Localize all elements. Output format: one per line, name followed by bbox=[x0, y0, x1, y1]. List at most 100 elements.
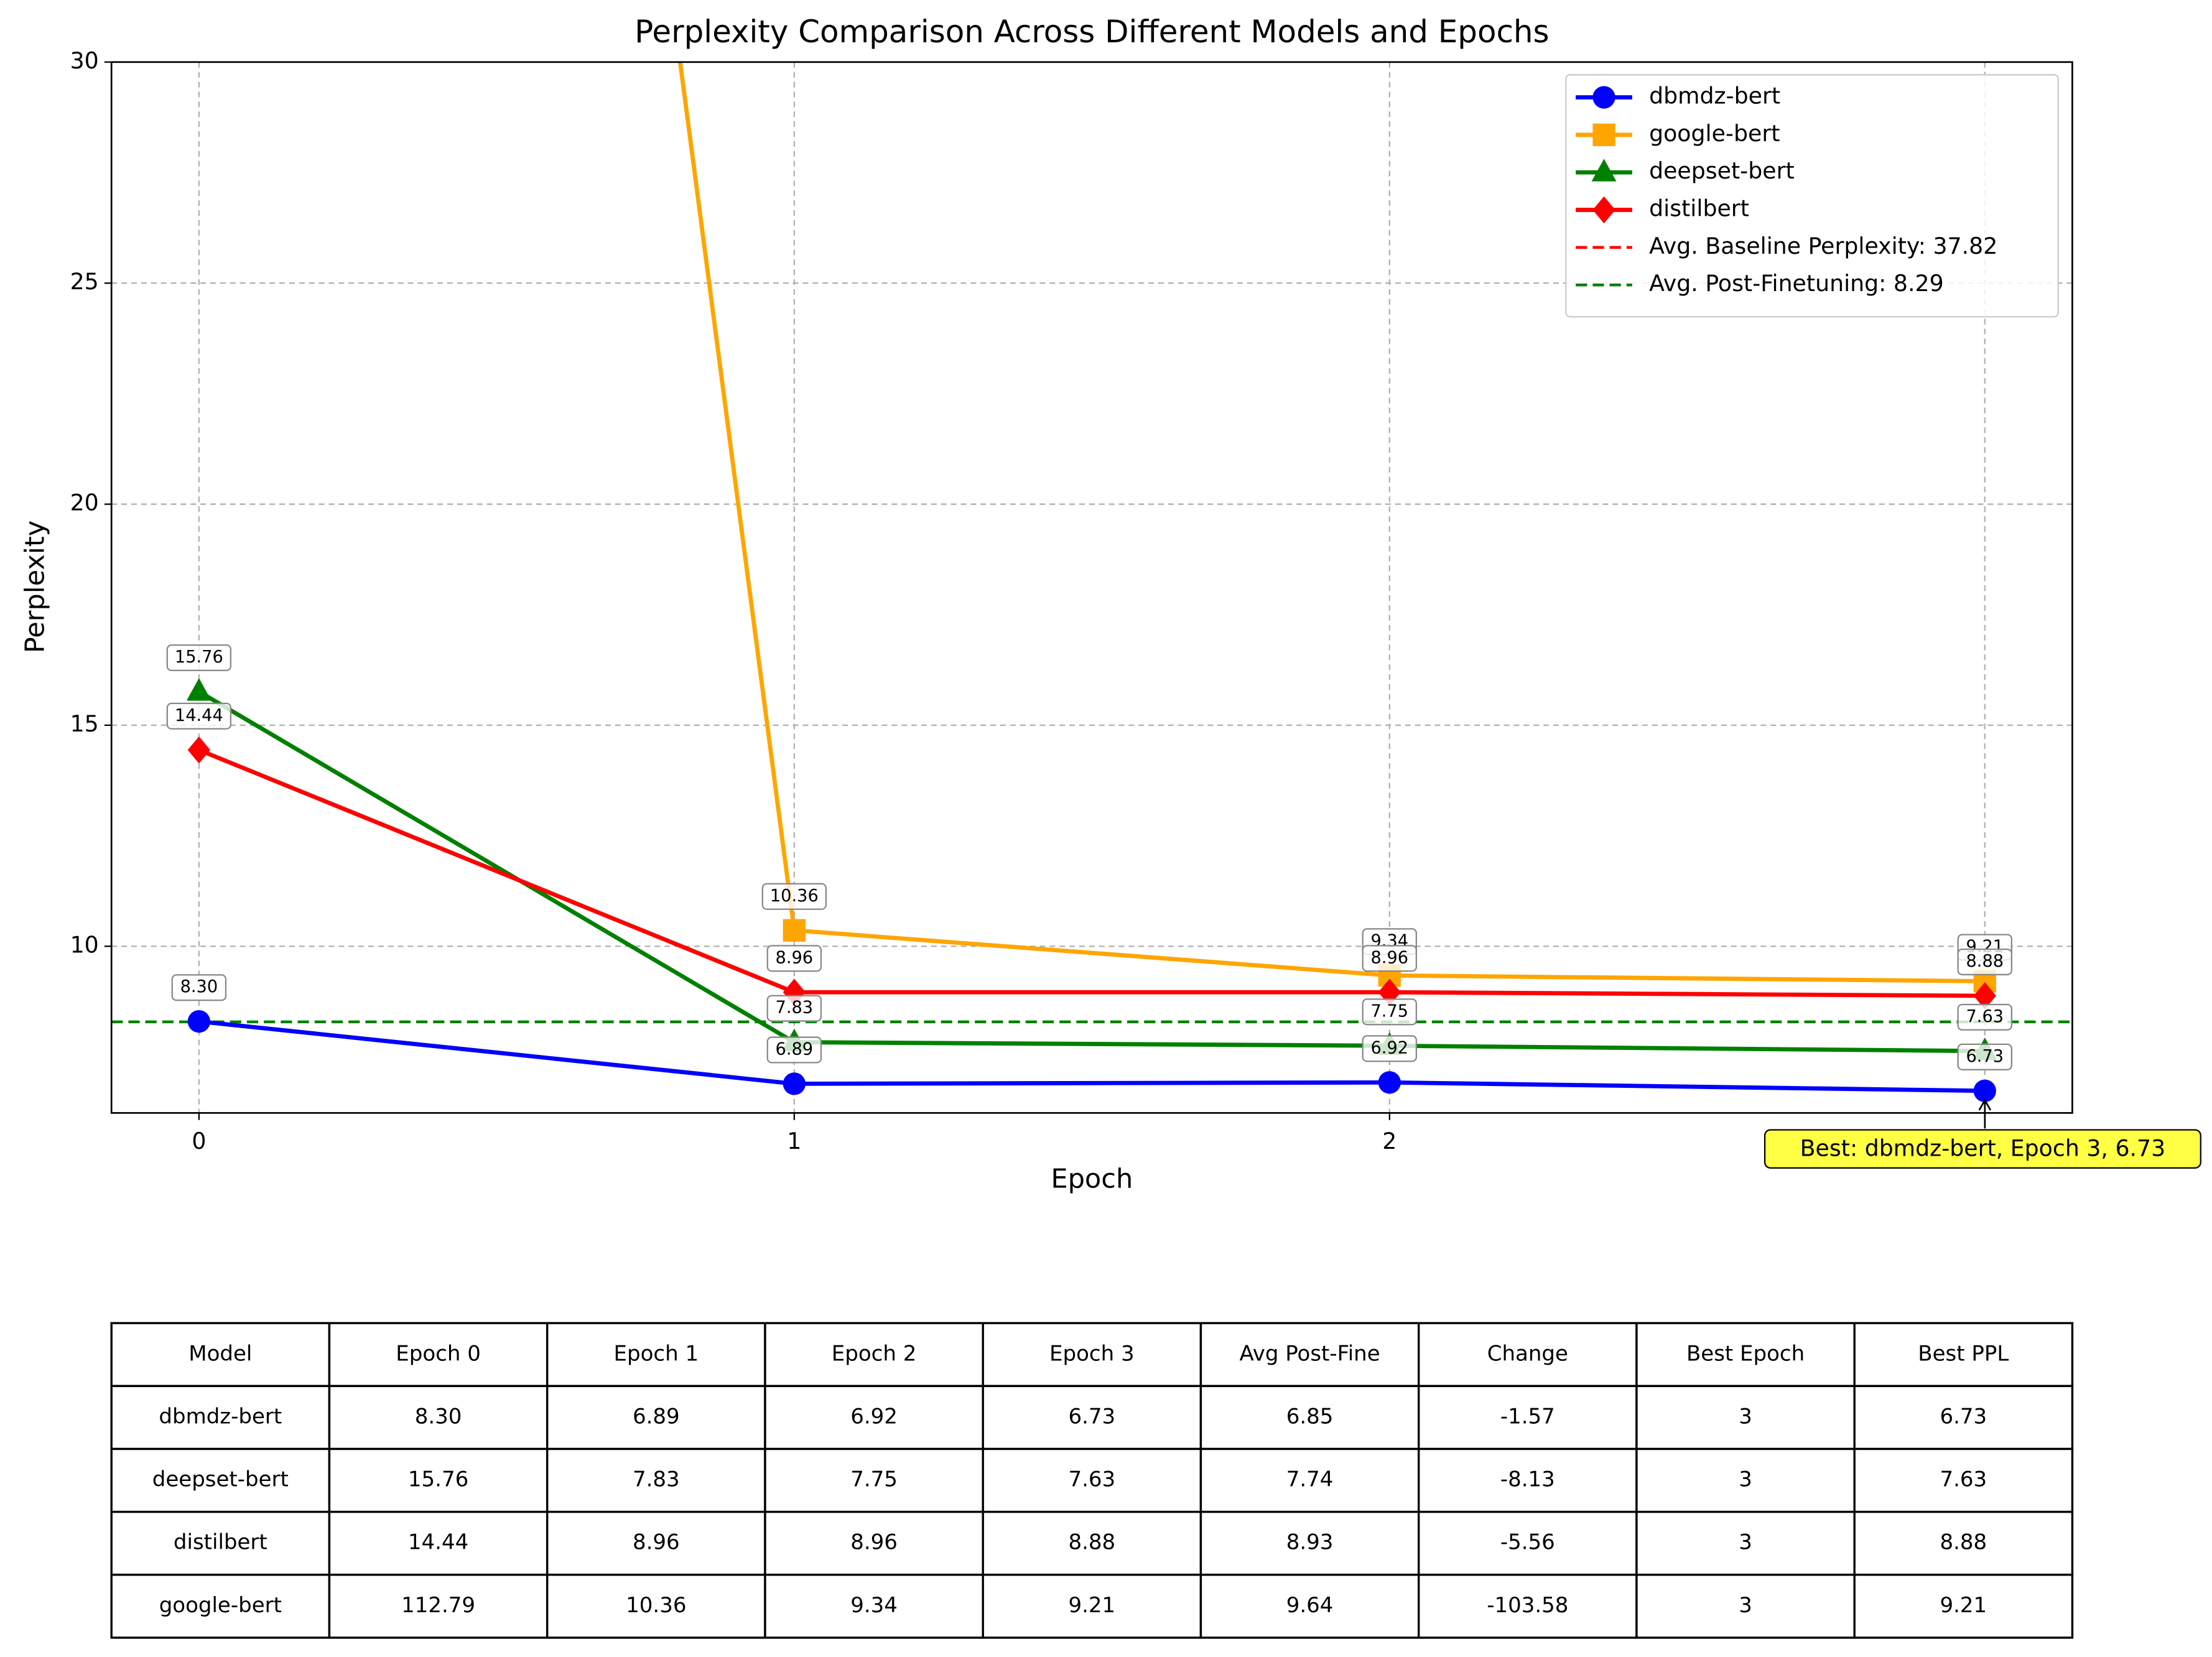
value-label-box bbox=[1362, 998, 1418, 1026]
table-cell-text: 8.88 bbox=[1940, 1530, 1987, 1555]
table-cell-text: 9.21 bbox=[1940, 1593, 1987, 1618]
value-label-box bbox=[1957, 1003, 2012, 1031]
table-cell-text: 6.73 bbox=[1068, 1404, 1115, 1429]
table-cell bbox=[1853, 1322, 2074, 1388]
table-cell-text: 6.85 bbox=[1286, 1404, 1334, 1429]
table-cell-text: 10.36 bbox=[626, 1593, 686, 1618]
table-cell bbox=[110, 1447, 331, 1513]
table-cell-text: 3 bbox=[1739, 1530, 1752, 1555]
marker bbox=[1973, 1079, 1996, 1102]
table-cell-text: distilbert bbox=[174, 1530, 267, 1555]
table-cell bbox=[546, 1385, 766, 1450]
table-cell-text: 112.79 bbox=[401, 1593, 475, 1618]
table-cell bbox=[1417, 1322, 1638, 1388]
table-cell bbox=[1635, 1447, 1856, 1513]
value-label: 14.44 bbox=[175, 706, 223, 725]
table-header-text: Epoch 3 bbox=[1049, 1341, 1135, 1366]
table: Model Epoch 0 Epoch 1 Epoch 2 Epoch 3 Avg Pos… bbox=[110, 1322, 2074, 1639]
table-cell bbox=[328, 1385, 549, 1450]
table-cell-text: 8.88 bbox=[1068, 1530, 1115, 1555]
marker bbox=[1378, 1071, 1401, 1094]
table-cell-text: 6.92 bbox=[850, 1404, 898, 1429]
value-label-box bbox=[766, 1036, 822, 1064]
x-tick-label: 2 bbox=[1382, 1128, 1396, 1154]
value-label-box bbox=[1957, 1043, 2012, 1070]
value-label-box bbox=[761, 883, 827, 910]
table-cell bbox=[328, 1447, 549, 1513]
table-cell bbox=[1199, 1322, 1420, 1388]
series-line bbox=[198, 690, 1985, 1054]
y-tick-label: 25 bbox=[70, 268, 99, 295]
value-label: 7.83 bbox=[776, 998, 814, 1018]
x-tick-label: 1 bbox=[787, 1128, 801, 1154]
value-label-box bbox=[1957, 948, 2012, 976]
value-label: 8.88 bbox=[1966, 952, 2004, 971]
marker bbox=[1973, 982, 1996, 1010]
table-cell-text: 3 bbox=[1739, 1593, 1752, 1618]
legend-box bbox=[1565, 74, 2059, 318]
table-cell-text: -8.13 bbox=[1500, 1467, 1555, 1492]
legend-label: distilbert bbox=[1649, 195, 1749, 221]
x-axis-label: Epoch bbox=[1051, 1164, 1133, 1195]
value-label: 15.76 bbox=[175, 647, 223, 667]
table-cell-text: -5.56 bbox=[1500, 1530, 1555, 1555]
table-header-text: Epoch 0 bbox=[396, 1341, 481, 1366]
annotation-text: Best: dbmdz-bert, Epoch 3, 6.73 bbox=[1800, 1135, 2166, 1161]
annotation: Best: dbmdz-bert, Epoch 3, 6.73 bbox=[1764, 1098, 2201, 1169]
table-cell-text: 9.64 bbox=[1286, 1593, 1334, 1618]
table-cell bbox=[110, 1385, 331, 1450]
table-cell bbox=[764, 1322, 984, 1388]
table-cell bbox=[1417, 1447, 1638, 1513]
table-cell-text: google-bert bbox=[159, 1593, 282, 1618]
value-label-box bbox=[171, 974, 227, 1001]
y-tick-label: 30 bbox=[70, 47, 99, 74]
table-cell bbox=[1199, 1385, 1420, 1450]
table-cell bbox=[328, 1574, 549, 1639]
y-tick-label: 10 bbox=[70, 931, 99, 958]
table-cell-text: 7.83 bbox=[633, 1467, 680, 1492]
legend-label: Avg. Post-Finetuning: 8.29 bbox=[1649, 270, 1944, 297]
table-cell-text: 15.76 bbox=[408, 1467, 468, 1492]
table-cell-text: 14.44 bbox=[408, 1530, 468, 1555]
marker bbox=[783, 919, 806, 942]
legend: dbmdz-bert google-bert deepset-bert distilb… bbox=[1565, 74, 2059, 318]
table-cell-text: 8.96 bbox=[850, 1530, 898, 1555]
table-cell bbox=[1199, 1447, 1420, 1513]
marker bbox=[1592, 196, 1615, 224]
value-label: 6.89 bbox=[776, 1039, 814, 1059]
annotation-box bbox=[1764, 1129, 2201, 1169]
marker bbox=[1592, 86, 1615, 109]
table-cell bbox=[1417, 1385, 1638, 1450]
table-cell-text: 7.63 bbox=[1940, 1467, 1987, 1492]
table-cell-text: 6.73 bbox=[1940, 1404, 1987, 1429]
value-label: 7.75 bbox=[1371, 1001, 1409, 1021]
table-cell-text: 7.74 bbox=[1286, 1467, 1334, 1492]
table-header-text: Epoch 2 bbox=[832, 1341, 917, 1366]
value-label: 8.30 bbox=[180, 977, 218, 996]
table-header-text: Avg Post-Fine bbox=[1239, 1341, 1380, 1366]
table-cell-text: 8.30 bbox=[415, 1404, 462, 1429]
table-cell-text: 9.34 bbox=[850, 1593, 898, 1618]
chart-title: Perplexity Comparison Across Different M… bbox=[634, 14, 1549, 50]
table-cell-text: 7.75 bbox=[850, 1467, 898, 1492]
table-cell bbox=[1199, 1510, 1420, 1576]
marker bbox=[186, 678, 211, 701]
table-cell-text: dbmdz-bert bbox=[159, 1404, 282, 1429]
series-line bbox=[677, 62, 1985, 983]
table-cell bbox=[1635, 1385, 1856, 1450]
table-cell-text: 8.96 bbox=[633, 1530, 680, 1555]
table-cell bbox=[764, 1574, 984, 1639]
table-cell-text: 6.89 bbox=[633, 1404, 680, 1429]
table-cell-text: 7.63 bbox=[1068, 1467, 1115, 1492]
table-cell bbox=[546, 1574, 766, 1639]
value-label-box bbox=[166, 702, 232, 730]
x-tick-label: 0 bbox=[192, 1128, 206, 1154]
table-header-text: Change bbox=[1487, 1341, 1568, 1366]
series-line bbox=[198, 1019, 1985, 1093]
legend-label: deepset-bert bbox=[1649, 157, 1795, 184]
table-cell-text: -1.57 bbox=[1500, 1404, 1555, 1429]
value-label-box bbox=[166, 644, 232, 672]
table-cell bbox=[1417, 1510, 1638, 1576]
legend-label: dbmdz-bert bbox=[1649, 82, 1780, 109]
table-cell bbox=[982, 1385, 1202, 1450]
